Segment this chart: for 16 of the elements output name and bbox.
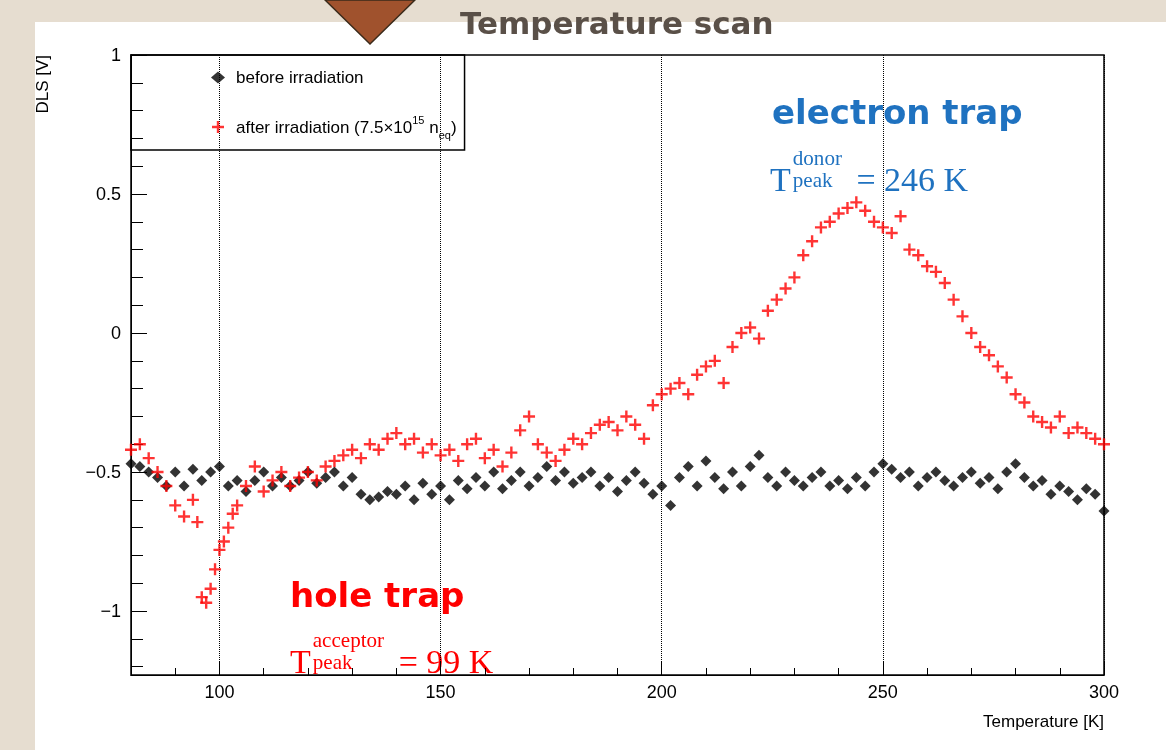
y-tick-label: −1 bbox=[100, 601, 121, 622]
annotation: electron trap bbox=[772, 92, 1023, 132]
y-tick-label: 0 bbox=[110, 323, 121, 344]
chart-title: Temperature scan bbox=[460, 4, 774, 41]
x-axis-title: Temperature [K] bbox=[983, 712, 1104, 731]
y-tick-label: 1 bbox=[110, 45, 121, 65]
x-tick-label: 100 bbox=[204, 682, 235, 702]
x-tick-label: 300 bbox=[1088, 682, 1120, 702]
x-tick-label: 200 bbox=[646, 682, 677, 702]
x-tick-label: 250 bbox=[867, 682, 898, 702]
y-axis-title: DLS [V] bbox=[33, 55, 52, 114]
legend-label: before irradiation bbox=[236, 68, 364, 87]
x-tick-label: 150 bbox=[425, 682, 456, 702]
y-tick-label: −0.5 bbox=[85, 462, 121, 483]
annotation: hole trap bbox=[290, 575, 465, 615]
y-tick-label: 0.5 bbox=[95, 184, 121, 205]
